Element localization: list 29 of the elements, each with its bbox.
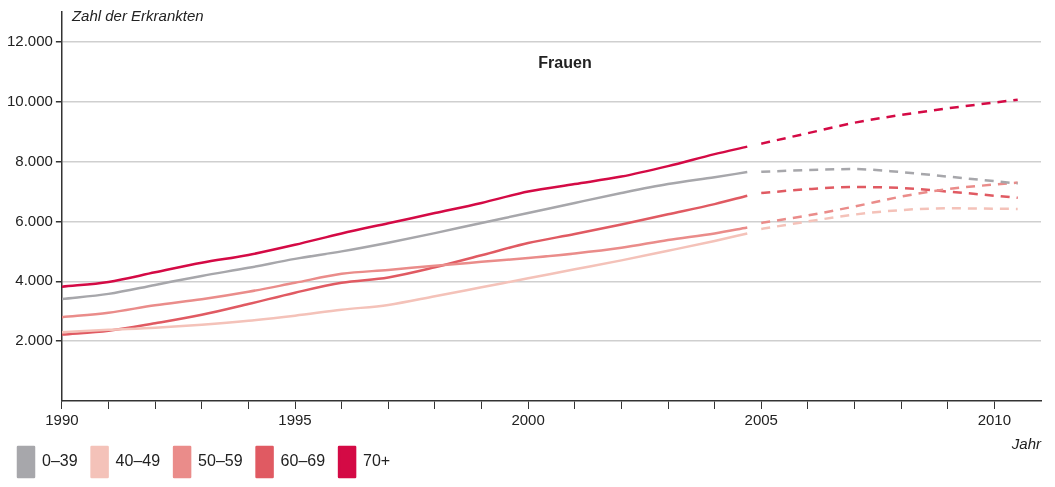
line-series: [760, 181, 1019, 225]
legend-label: 70+: [363, 452, 391, 470]
y-tick-label: 6.000: [15, 211, 53, 229]
line-series: [61, 170, 749, 301]
line-series: [61, 145, 749, 288]
y-tick-label: 2.000: [15, 331, 53, 349]
x-tick-label: 2005: [744, 411, 778, 429]
legend-label: 0–39: [42, 452, 78, 470]
x-axis-title: Jahr: [1010, 435, 1042, 453]
text: Frauen: [538, 54, 592, 72]
x-tick-label: 2000: [511, 411, 545, 429]
y-tick-label: 10.000: [6, 91, 53, 109]
line-series: [760, 98, 1019, 145]
line-series: [61, 232, 749, 334]
x-tick-label: 2010: [977, 411, 1012, 429]
legend-label: 40–49: [115, 452, 161, 470]
y-axis-title: Zahl der Erkrankten: [70, 7, 204, 25]
line-series: [760, 185, 1019, 200]
x-tick-label: 1995: [278, 411, 312, 429]
y-tick-label: 8.000: [15, 151, 53, 169]
y-tick-label: 4.000: [15, 271, 53, 289]
line-series: [61, 194, 749, 336]
x-tick-label: 1990: [45, 411, 79, 429]
line-series: [760, 207, 1019, 231]
y-tick-label: 12.000: [6, 32, 53, 50]
line-series: [61, 226, 749, 319]
legend-label: 60–69: [280, 452, 326, 470]
legend-label: 50–59: [198, 452, 243, 470]
line-series: [760, 167, 1019, 185]
